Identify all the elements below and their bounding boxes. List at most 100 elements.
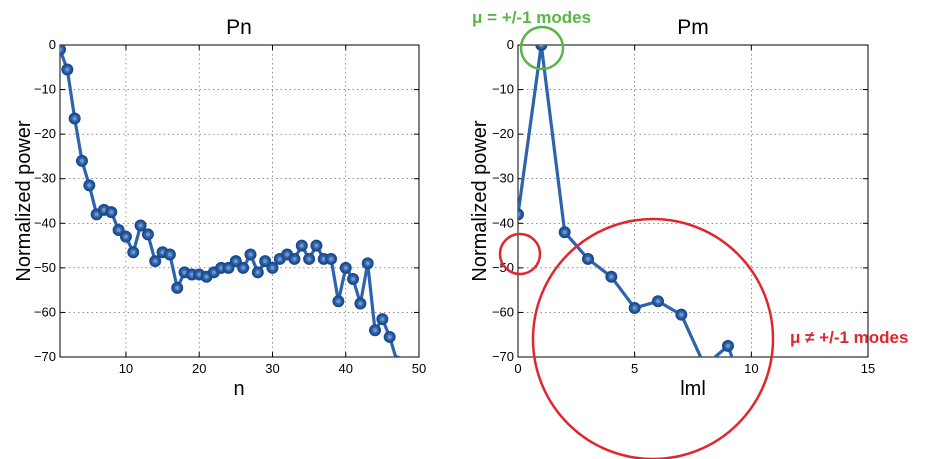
pn-y-tick-label: 0: [49, 37, 56, 52]
pm-data-point-core: [562, 230, 567, 235]
pn-x-axis-label: n: [233, 378, 244, 400]
pn-data-point-core: [241, 265, 246, 270]
pn-data-point-core: [219, 265, 224, 270]
pm-data-point-core: [609, 274, 614, 279]
pn-ticks: 10 20 30 40 50 0 −10 −20 −30 −40 −50 −60 −70: [34, 37, 426, 376]
pm-y-tick-label: −20: [492, 126, 514, 141]
pn-data-point-core: [307, 256, 312, 261]
pn-data-point-core: [60, 47, 62, 52]
pn-data-point-core: [72, 116, 77, 121]
pn-data-point-core: [160, 250, 165, 255]
pm-y-tick-label: −40: [492, 215, 514, 230]
pn-data-point-core: [387, 334, 392, 339]
pn-data-point-core: [343, 265, 348, 270]
pm-y-axis-label: Normalized power: [469, 120, 491, 282]
pn-data-point-core: [167, 252, 172, 257]
pn-y-tick-label: −20: [34, 126, 56, 141]
pn-y-tick-label: −40: [34, 215, 56, 230]
pm-x-tick-label: 15: [861, 361, 875, 376]
pn-y-tick-label: −50: [34, 260, 56, 275]
pn-data-point-core: [248, 252, 253, 257]
pn-data-point-core: [138, 223, 143, 228]
pn-data-point-core: [175, 285, 180, 290]
pm-data-point-core: [656, 299, 660, 304]
pn-data-point-core: [285, 252, 290, 257]
pn-grid: [60, 45, 419, 357]
pm-series-line: [518, 45, 734, 357]
pn-data-point-core: [153, 259, 158, 264]
pn-data-point-core: [277, 256, 282, 261]
pm-data-point-core: [703, 364, 707, 368]
pn-data-point-core: [145, 232, 150, 237]
pn-series-line: [60, 48, 398, 357]
pn-data-point-core: [329, 256, 334, 261]
pm-y-tick-label: −30: [492, 171, 514, 186]
pn-markers: [60, 45, 402, 363]
pn-data-point-core: [101, 207, 106, 212]
pm-y-tick-label: −70: [492, 349, 514, 364]
pn-y-tick-label: −60: [34, 304, 56, 319]
pm-x-tick-label: 10: [744, 361, 758, 376]
pm-y-tick-label: −10: [492, 82, 514, 97]
pm-x-tick-label: 0: [514, 361, 521, 376]
pm-markers: [518, 45, 734, 371]
pm-axes-box: [517, 44, 869, 358]
pm-data-point-core: [632, 305, 637, 310]
pn-data-point-core: [358, 301, 363, 306]
pn-y-tick-label: −10: [34, 82, 56, 97]
pn-data-point-core: [299, 243, 304, 248]
pm-data-point-core: [726, 343, 730, 348]
pn-data-point-core: [233, 259, 238, 264]
pm-data-point-core: [539, 45, 544, 47]
pm-x-axis-label: lml: [680, 378, 706, 400]
pn-plot: 10 20 30 40 50 0 −10 −20 −30 −40 −50 −60 −70 Pn n No…: [13, 16, 426, 400]
pn-data-point-core: [263, 259, 268, 264]
pn-data-point-core: [314, 243, 319, 248]
pn-data-point-core: [211, 270, 216, 275]
pn-data-point-core: [395, 359, 399, 363]
pn-data-point-core: [321, 256, 326, 261]
pm-title: Pm: [677, 16, 709, 39]
pn-y-tick-label: −70: [34, 349, 56, 364]
pn-data-point-core: [351, 277, 356, 281]
pn-x-tick-label: 40: [339, 361, 353, 376]
pn-data-point-core: [65, 67, 70, 72]
pm-data-point-core: [518, 212, 520, 217]
pn-data-point-core: [292, 256, 297, 261]
pm-data-point-core: [586, 256, 590, 261]
mu-not-one-large-circle: [531, 217, 775, 459]
pn-data-point-core: [197, 272, 202, 277]
mu-not-one-small-circle: [498, 232, 542, 276]
pn-data-point-core: [131, 250, 136, 255]
pn-data-point-core: [116, 227, 121, 232]
pn-x-tick-label: 50: [412, 361, 426, 376]
pm-data-point: [700, 361, 710, 371]
pn-data-point-core: [255, 270, 260, 275]
pn-y-tick-label: −30: [34, 171, 56, 186]
pm-y-tick-label: 0: [507, 37, 514, 52]
pm-y-tick-label: −60: [492, 304, 514, 319]
pm-x-tick-label: 5: [631, 361, 638, 376]
pn-data-point-core: [79, 158, 84, 163]
pn-data-point-core: [182, 270, 187, 275]
pn-data-point-core: [380, 317, 385, 322]
pn-data-point-core: [189, 272, 194, 277]
pn-data-point-core: [87, 183, 92, 188]
pn-title: Pn: [226, 16, 252, 39]
pn-data-point-core: [226, 265, 231, 270]
pn-data-point: [60, 45, 66, 56]
pn-data-point-core: [336, 299, 341, 304]
pn-data-point-core: [365, 261, 370, 266]
pn-data-point-core: [94, 212, 99, 217]
pn-data-point-core: [109, 210, 114, 215]
pn-x-tick-label: 10: [119, 361, 133, 376]
pm-grid: [518, 45, 868, 357]
pn-data-point-core: [270, 265, 275, 270]
pn-x-tick-label: 20: [192, 361, 206, 376]
pm-plot: 0 5 10 150−10−20−30−40−50−60−70 Pm lml Norm…: [469, 16, 875, 400]
pn-data-point-core: [123, 234, 128, 239]
pm-data-point: [518, 208, 524, 221]
pm-ticks: 0 5 10 150−10−20−30−40−50−60−70: [492, 37, 875, 376]
pm-data-point-core: [679, 312, 684, 317]
